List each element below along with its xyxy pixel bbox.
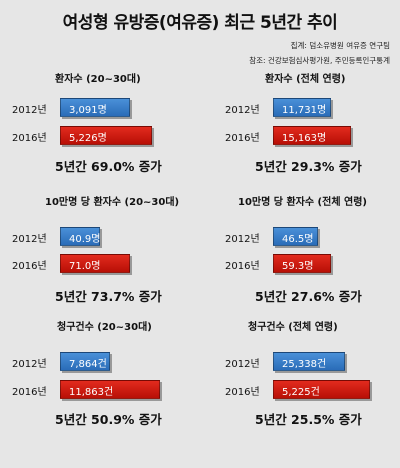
category-label: 2016년 — [225, 261, 260, 272]
data-label: 11,863건 — [69, 387, 114, 398]
data-label: 46.5명 — [282, 234, 314, 245]
growth-summary: 5년간 27.6% 증가 — [255, 289, 362, 304]
chart-panel-2: 환자수 (전체 연령) 2012년 11,731명 2016년 15,163명 5년간 2… — [0, 70, 400, 220]
bar-2016: 71.0명 — [60, 254, 130, 273]
source-note: 집계: 덤소유병원 여유증 연구팀 — [290, 41, 390, 50]
growth-summary: 5년간 73.7% 증가 — [55, 289, 162, 304]
data-label: 40.9명 — [69, 234, 101, 245]
reference-note: 참조: 건강보험심사평가원, 주민등록인구통계 — [249, 56, 390, 65]
chart-panel-6: 청구건수 (전체 연령) 2012년 25,338건 2016년 5,225건 5년간 2… — [0, 318, 400, 468]
growth-summary: 5년간 69.0% 증가 — [55, 159, 162, 174]
bar-2016: 11,863건 — [60, 380, 160, 399]
data-label: 15,163명 — [282, 133, 327, 144]
category-label: 2016년 — [12, 133, 47, 144]
chart-panel-5: 청구건수 (20~30대) 2012년 7,864건 2016년 11,863건 5년간 … — [0, 318, 400, 468]
bar-2016: 15,163명 — [273, 126, 351, 145]
chart-panel-1: 환자수 (20~30대) 2012년 3,091명 2016년 5,226명 5년간 69… — [0, 70, 400, 220]
data-label: 71.0명 — [69, 261, 101, 272]
chart-title: 환자수 (전체 연령) — [265, 74, 346, 85]
data-label: 25,338건 — [282, 359, 327, 370]
bar-2012: 25,338건 — [273, 352, 345, 371]
bar-2016: 5,225건 — [273, 380, 370, 399]
chart-title: 청구건수 (전체 연령) — [248, 322, 338, 333]
chart-title: 10만명 당 환자수 (전체 연령) — [238, 197, 367, 208]
bar-2012: 11,731명 — [273, 98, 331, 117]
category-label: 2016년 — [225, 387, 260, 398]
bar-2012: 40.9명 — [60, 227, 100, 246]
bar-2016: 5,226명 — [60, 126, 152, 145]
category-label: 2016년 — [225, 133, 260, 144]
chart-panel-3: 10만명 당 환자수 (20~30대) 2012년 40.9명 2016년 71.0명 5… — [0, 193, 400, 343]
category-label: 2012년 — [225, 105, 260, 116]
growth-summary: 5년간 29.3% 증가 — [255, 159, 362, 174]
category-label: 2012년 — [225, 234, 260, 245]
chart-panel-4: 10만명 당 환자수 (전체 연령) 2012년 46.5명 2016년 59.3명 5년… — [0, 193, 400, 343]
category-label: 2012년 — [12, 359, 47, 370]
growth-summary: 5년간 25.5% 증가 — [255, 412, 362, 427]
category-label: 2012년 — [12, 105, 47, 116]
data-label: 7,864건 — [69, 359, 107, 370]
chart-title: 10만명 당 환자수 (20~30대) — [45, 197, 180, 208]
bar-2012: 7,864건 — [60, 352, 110, 371]
category-label: 2012년 — [225, 359, 260, 370]
growth-summary: 5년간 50.9% 증가 — [55, 412, 162, 427]
chart-title: 환자수 (20~30대) — [55, 74, 141, 85]
category-label: 2012년 — [12, 234, 47, 245]
data-label: 59.3명 — [282, 261, 314, 272]
bar-2016: 59.3명 — [273, 254, 331, 273]
data-label: 11,731명 — [282, 105, 327, 116]
chart-title: 청구건수 (20~30대) — [57, 322, 152, 333]
data-label: 5,225건 — [282, 387, 320, 398]
bar-2012: 46.5명 — [273, 227, 318, 246]
data-label: 5,226명 — [69, 133, 107, 144]
category-label: 2016년 — [12, 387, 47, 398]
bar-2012: 3,091명 — [60, 98, 130, 117]
data-label: 3,091명 — [69, 105, 107, 116]
page-title: 여성형 유방증(여유증) 최근 5년간 추이 — [62, 13, 338, 33]
category-label: 2016년 — [12, 261, 47, 272]
